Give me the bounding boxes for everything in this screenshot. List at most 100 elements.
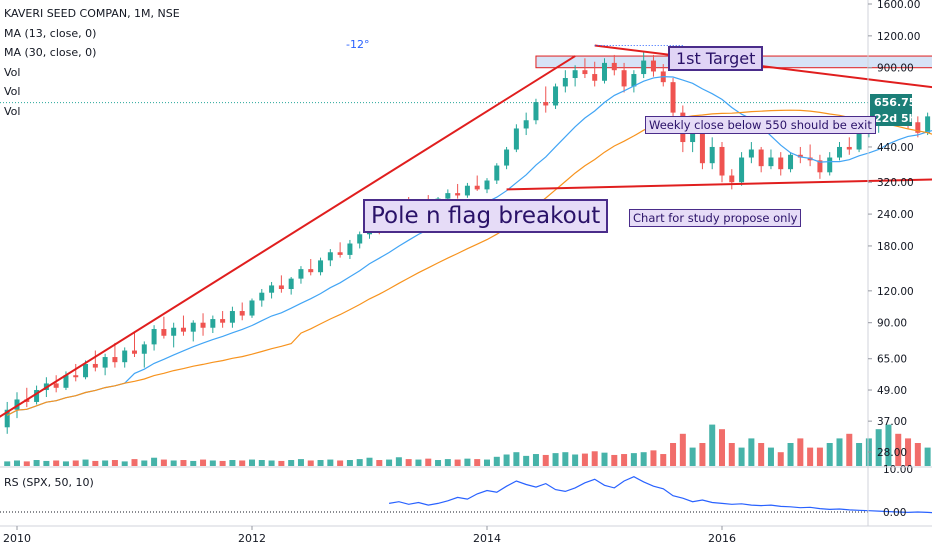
volume-bar [23, 461, 30, 466]
volume-bar [905, 438, 912, 466]
volume-bar [513, 452, 520, 466]
volume-bar [249, 459, 255, 466]
candle-body [494, 165, 500, 181]
volume-bar [738, 447, 745, 466]
volume-bar [395, 457, 402, 466]
volume-bar [160, 459, 167, 466]
volume-bar [493, 456, 500, 466]
volume-bar [581, 453, 588, 466]
volume-bar [924, 447, 931, 466]
candle-body [719, 146, 725, 176]
rs-tick-label: 10.00 [883, 464, 913, 476]
candle-body [915, 122, 921, 133]
volume-bar [337, 460, 344, 466]
volume-bar [415, 459, 422, 466]
candle-body [739, 157, 745, 183]
candle-body [102, 357, 108, 368]
y-tick-label: 180.00 [877, 241, 914, 253]
candle-body [484, 180, 490, 190]
y-tick-label: 120.00 [877, 286, 914, 298]
volume-bar [552, 453, 559, 466]
x-tick-label: 2014 [473, 532, 501, 545]
volume-bar [131, 459, 138, 466]
candle-body [14, 399, 20, 410]
y-tick-label: 28.00 [877, 447, 907, 459]
candle-body [92, 363, 98, 368]
ma13-legend[interactable]: MA (13, close, 0) [4, 26, 97, 40]
volume-bar [719, 429, 725, 466]
vol-legend-2[interactable]: Vol [4, 85, 21, 98]
candle-body [141, 344, 147, 354]
candle-body [533, 102, 539, 121]
candle-body [562, 78, 568, 87]
candle-body [73, 375, 79, 378]
volume-bar [728, 443, 735, 466]
candle-body [249, 300, 255, 316]
candle-body [357, 234, 363, 244]
candle-body [797, 154, 803, 158]
volume-bar [4, 461, 11, 466]
candle-body [592, 74, 598, 81]
ma30-legend[interactable]: MA (30, close, 0) [4, 46, 97, 59]
y-tick-label: 65.00 [877, 354, 907, 366]
vol-legend-1[interactable]: Vol [4, 65, 21, 79]
candle-body [641, 60, 647, 75]
candle-body [748, 149, 754, 158]
candle-body [288, 278, 294, 290]
volume-bar [914, 443, 921, 466]
trendline-pole [0, 55, 576, 418]
symbol-title: KAVERI SEED COMPAN, 1M, NSE [4, 7, 180, 20]
volume-bar [503, 454, 510, 466]
y-tick-label: 90.00 [877, 318, 907, 330]
volume-bar [425, 458, 432, 466]
volume-bar [591, 451, 598, 466]
candle-body [171, 327, 177, 336]
volume-bar [102, 460, 109, 466]
volume-bar [53, 460, 60, 466]
countdown-label: 22d 5h [874, 112, 917, 125]
candle-body [729, 175, 735, 183]
vol-legend-3[interactable]: Vol [4, 104, 21, 118]
y-tick-label: 1600.00 [877, 0, 920, 11]
weekly-close-note: Weekly close below 550 should be exit [645, 116, 876, 134]
volume-bar [454, 459, 461, 466]
x-tick-label: 2010 [3, 532, 31, 545]
y-tick-label: 37.00 [877, 416, 907, 428]
candle-body [318, 260, 324, 273]
candle-body [778, 157, 784, 170]
volume-bar [121, 461, 128, 466]
volume-bar [82, 459, 89, 466]
volume-bar [895, 433, 902, 466]
x-tick-label: 2012 [238, 532, 266, 545]
volume-bar [758, 443, 765, 466]
volume-bar [33, 460, 40, 466]
candle-body [445, 193, 451, 199]
y-tick-label: 440.00 [877, 142, 914, 154]
volume-bar [229, 460, 236, 466]
rs-panel: 0.00 10.00 [0, 464, 932, 519]
volume-bar [650, 450, 657, 466]
y-tick-label: 900.00 [877, 63, 914, 75]
volume-bar [621, 454, 628, 466]
candle-body [817, 160, 823, 173]
volume-bar [366, 457, 373, 466]
price-tag: 656.75 22d 5h [870, 94, 917, 126]
candle-body [112, 357, 118, 363]
candle-body [523, 120, 529, 129]
volume-bar [297, 459, 304, 466]
volume-bar [679, 433, 686, 466]
volume-bar [523, 455, 530, 466]
candle-body [220, 319, 226, 323]
volume-bar [288, 460, 295, 466]
angle-label: -12° [346, 38, 369, 51]
ma13-line [6, 75, 932, 416]
candle-body [513, 128, 519, 150]
y-tick-label: 1200.00 [877, 31, 920, 43]
volume-bar [699, 443, 706, 466]
volume-bar [709, 424, 716, 466]
volume-bar [209, 460, 216, 466]
candle-body [347, 243, 353, 255]
rs-label: RS (SPX, 50, 10) [4, 476, 94, 489]
